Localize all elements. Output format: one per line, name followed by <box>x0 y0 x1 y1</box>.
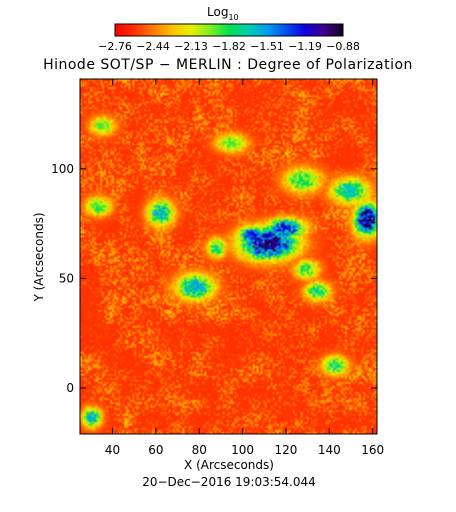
x-tick-label: 80 <box>192 443 207 457</box>
heatmap-plot-area <box>79 78 378 435</box>
colorbar-title: Log10 <box>207 5 239 22</box>
x-tick-label: 40 <box>105 443 120 457</box>
y-axis-label: Y (Arcseconds) <box>32 212 46 302</box>
y-axis: 0 50 100 <box>51 162 377 395</box>
colorbar-tick-label: −2.76 <box>98 40 132 53</box>
y-tick-label: 100 <box>51 162 74 176</box>
colorbar-tick-label: −2.13 <box>174 40 208 53</box>
x-tick-label: 140 <box>318 443 341 457</box>
colorbar-tick-label: −2.44 <box>136 40 170 53</box>
chart-title: Hinode SOT/SP − MERLIN : Degree of Polar… <box>43 57 413 73</box>
colorbar-tick-label: −0.88 <box>326 40 360 53</box>
colorbar-tick-label: −1.51 <box>250 40 284 53</box>
x-axis: 40 60 80 100 120 140 160 <box>105 79 384 457</box>
x-axis-label: X (Arcseconds) <box>184 458 274 472</box>
x-tick-label: 120 <box>274 443 297 457</box>
colorbar-tick-label: −1.82 <box>212 40 246 53</box>
colorbar-tick-label: −1.19 <box>288 40 322 53</box>
colorbar-tick-labels: −2.76 −2.44 −2.13 −1.82 −1.51 −1.19 −0.88 <box>98 40 360 53</box>
plot-frame <box>79 78 378 435</box>
colorbar-scale <box>114 23 344 37</box>
y-tick-label: 50 <box>59 271 74 285</box>
colorbar: Log10 −2.76 −2.44 −2.13 −1.82 −1.51 −1.19 −0.8… <box>98 5 360 53</box>
timestamp: 20−Dec−2016 19:03:54.044 <box>142 475 316 489</box>
x-tick-label: 100 <box>231 443 254 457</box>
polarization-heatmap <box>80 79 377 434</box>
x-tick-label: 160 <box>361 443 384 457</box>
y-tick-label: 0 <box>66 381 74 395</box>
x-tick-label: 60 <box>148 443 163 457</box>
